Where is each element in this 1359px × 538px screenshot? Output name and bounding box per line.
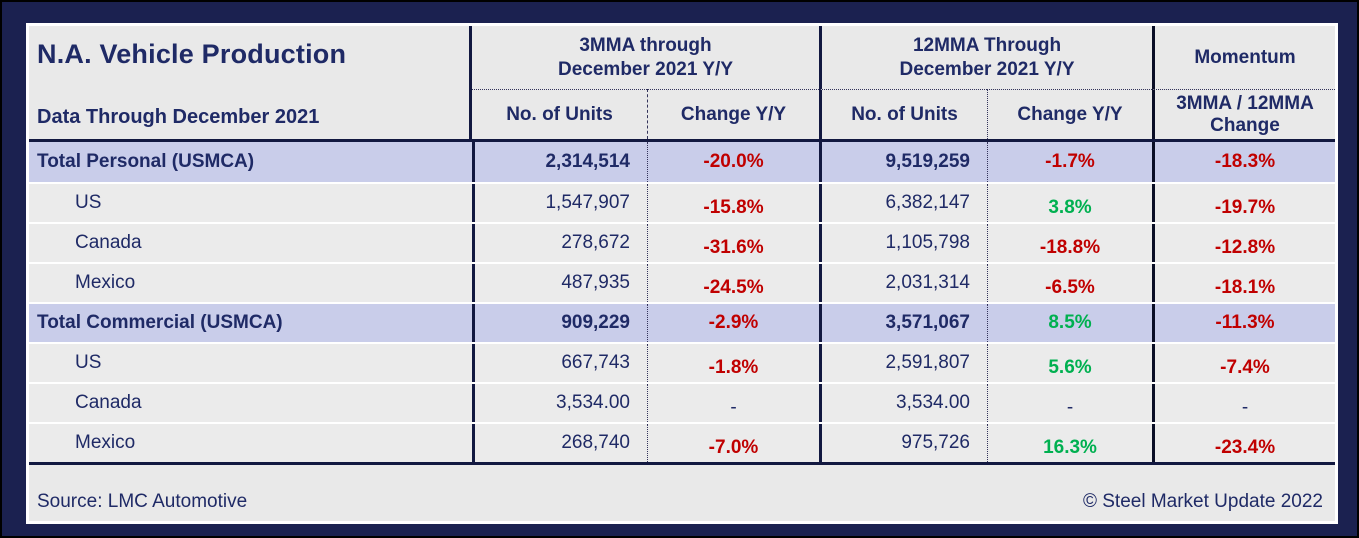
momentum-change: -18.3% <box>1152 142 1335 182</box>
units-12mma: 1,105,798 <box>819 224 987 262</box>
change-3mma: -31.6% <box>647 224 819 262</box>
units-3mma: 3,534.00 <box>472 384 647 422</box>
units-12mma: 3,571,067 <box>819 304 987 342</box>
change-3mma: -24.5% <box>647 264 819 302</box>
page-subtitle: Data Through December 2021 <box>37 106 320 128</box>
table-row: Mexico 487,935 -24.5% 2,031,314 -6.5% -18.1% <box>29 262 1335 302</box>
table-footer: Source: LMC Automotive © Steel Market Up… <box>29 465 1335 521</box>
col-header-units-12mma: No. of Units <box>819 89 987 139</box>
row-label: US <box>75 192 102 213</box>
row-label: Canada <box>75 392 142 413</box>
momentum-change: -23.4% <box>1152 424 1335 462</box>
units-12mma: 2,591,807 <box>819 344 987 382</box>
units-3mma: 1,547,907 <box>472 184 647 222</box>
col-header-change-3mma: Change Y/Y <box>647 89 819 139</box>
units-3mma: 2,314,514 <box>472 142 647 182</box>
change-3mma: - <box>647 384 819 422</box>
copyright-credit: © Steel Market Update 2022 <box>1082 491 1323 512</box>
table-row: Canada 3,534.00-3,534.00- - <box>29 382 1335 422</box>
table-row: US 667,743 -1.8% 2,591,807 5.6% -7.4% <box>29 342 1335 382</box>
momentum-change: -12.8% <box>1152 224 1335 262</box>
production-table-panel: N.A. Vehicle Production Data Through Dec… <box>26 23 1338 524</box>
col-group-momentum: Momentum <box>1152 26 1335 89</box>
footer-divider <box>29 462 1335 465</box>
row-label: Mexico <box>75 432 136 453</box>
row-label: Mexico <box>75 272 136 293</box>
col-group-12mma: 12MMA Through December 2021 Y/Y <box>819 26 1152 89</box>
change-12mma: - <box>987 384 1152 422</box>
change-12mma: 3.8% <box>987 184 1152 222</box>
table-row: Total Commercial (USMCA) 909,229 -2.9% 3,57… <box>29 302 1335 342</box>
momentum-change: -11.3% <box>1152 304 1335 342</box>
change-3mma: -20.0% <box>647 142 819 182</box>
title-block: N.A. Vehicle Production Data Through Dec… <box>29 26 472 139</box>
table-header: N.A. Vehicle Production Data Through Dec… <box>29 26 1335 142</box>
units-12mma: 9,519,259 <box>819 142 987 182</box>
units-12mma: 975,726 <box>819 424 987 462</box>
col-header-units-3mma: No. of Units <box>472 89 647 139</box>
momentum-change: -18.1% <box>1152 264 1335 302</box>
row-label: Total Commercial (USMCA) <box>37 312 283 333</box>
row-label: US <box>75 352 102 373</box>
units-3mma: 667,743 <box>472 344 647 382</box>
source-credit: Source: LMC Automotive <box>37 491 248 512</box>
units-12mma: 2,031,314 <box>819 264 987 302</box>
units-3mma: 487,935 <box>472 264 647 302</box>
table-body: Total Personal (USMCA) 2,314,514 -20.0% 9,5… <box>29 142 1335 462</box>
units-3mma: 278,672 <box>472 224 647 262</box>
change-3mma: -2.9% <box>647 304 819 342</box>
change-3mma: -15.8% <box>647 184 819 222</box>
col-header-momentum-change: 3MMA / 12MMA Change <box>1152 89 1335 139</box>
momentum-change: - <box>1152 384 1335 422</box>
momentum-change: -19.7% <box>1152 184 1335 222</box>
units-3mma: 909,229 <box>472 304 647 342</box>
change-12mma: 16.3% <box>987 424 1152 462</box>
units-3mma: 268,740 <box>472 424 647 462</box>
row-label: Total Personal (USMCA) <box>37 151 255 172</box>
change-12mma: -18.8% <box>987 224 1152 262</box>
col-header-change-12mma: Change Y/Y <box>987 89 1152 139</box>
change-12mma: -6.5% <box>987 264 1152 302</box>
change-3mma: -7.0% <box>647 424 819 462</box>
change-3mma: -1.8% <box>647 344 819 382</box>
page-title: N.A. Vehicle Production <box>37 39 347 69</box>
row-label: Canada <box>75 232 142 253</box>
change-12mma: 5.6% <box>987 344 1152 382</box>
table-row: Canada 278,672 -31.6% 1,105,798 -18.8% -12.8% <box>29 222 1335 262</box>
momentum-change: -7.4% <box>1152 344 1335 382</box>
table-row: US 1,547,907 -15.8% 6,382,147 3.8% -19.7% <box>29 182 1335 222</box>
table-row: Total Personal (USMCA) 2,314,514 -20.0% 9,5… <box>29 142 1335 182</box>
vehicle-production-table: N.A. Vehicle Production Data Through Dec… <box>29 26 1335 521</box>
units-12mma: 6,382,147 <box>819 184 987 222</box>
col-group-3mma: 3MMA through December 2021 Y/Y <box>558 34 733 80</box>
units-12mma: 3,534.00 <box>819 384 987 422</box>
change-12mma: -1.7% <box>987 142 1152 182</box>
table-row: Mexico 268,740 -7.0% 975,726 16.3% -23.4% <box>29 422 1335 462</box>
change-12mma: 8.5% <box>987 304 1152 342</box>
